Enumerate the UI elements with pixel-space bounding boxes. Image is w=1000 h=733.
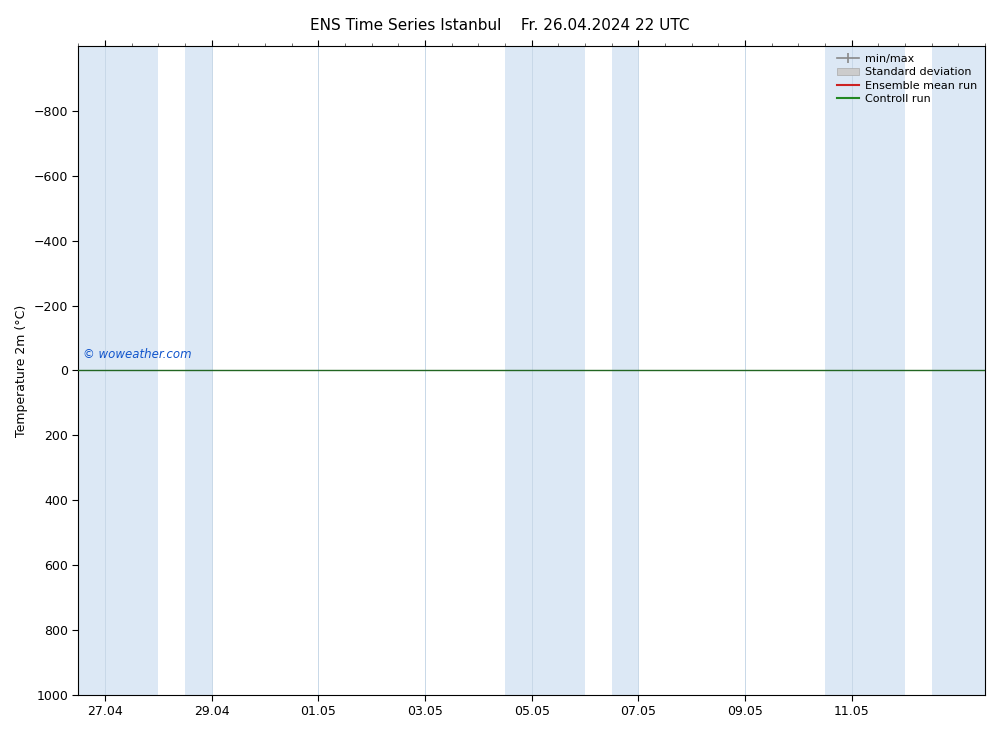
- Text: © woweather.com: © woweather.com: [83, 347, 192, 361]
- Bar: [612, 46, 638, 695]
- Text: ENS Time Series Istanbul    Fr. 26.04.2024 22 UTC: ENS Time Series Istanbul Fr. 26.04.2024 …: [310, 18, 690, 33]
- Legend: min/max, Standard deviation, Ensemble mean run, Controll run: min/max, Standard deviation, Ensemble me…: [833, 50, 982, 108]
- Bar: [505, 46, 585, 695]
- Bar: [78, 46, 158, 695]
- Bar: [185, 46, 212, 695]
- Bar: [932, 46, 985, 695]
- Y-axis label: Temperature 2m (°C): Temperature 2m (°C): [15, 304, 28, 437]
- Bar: [825, 46, 905, 695]
